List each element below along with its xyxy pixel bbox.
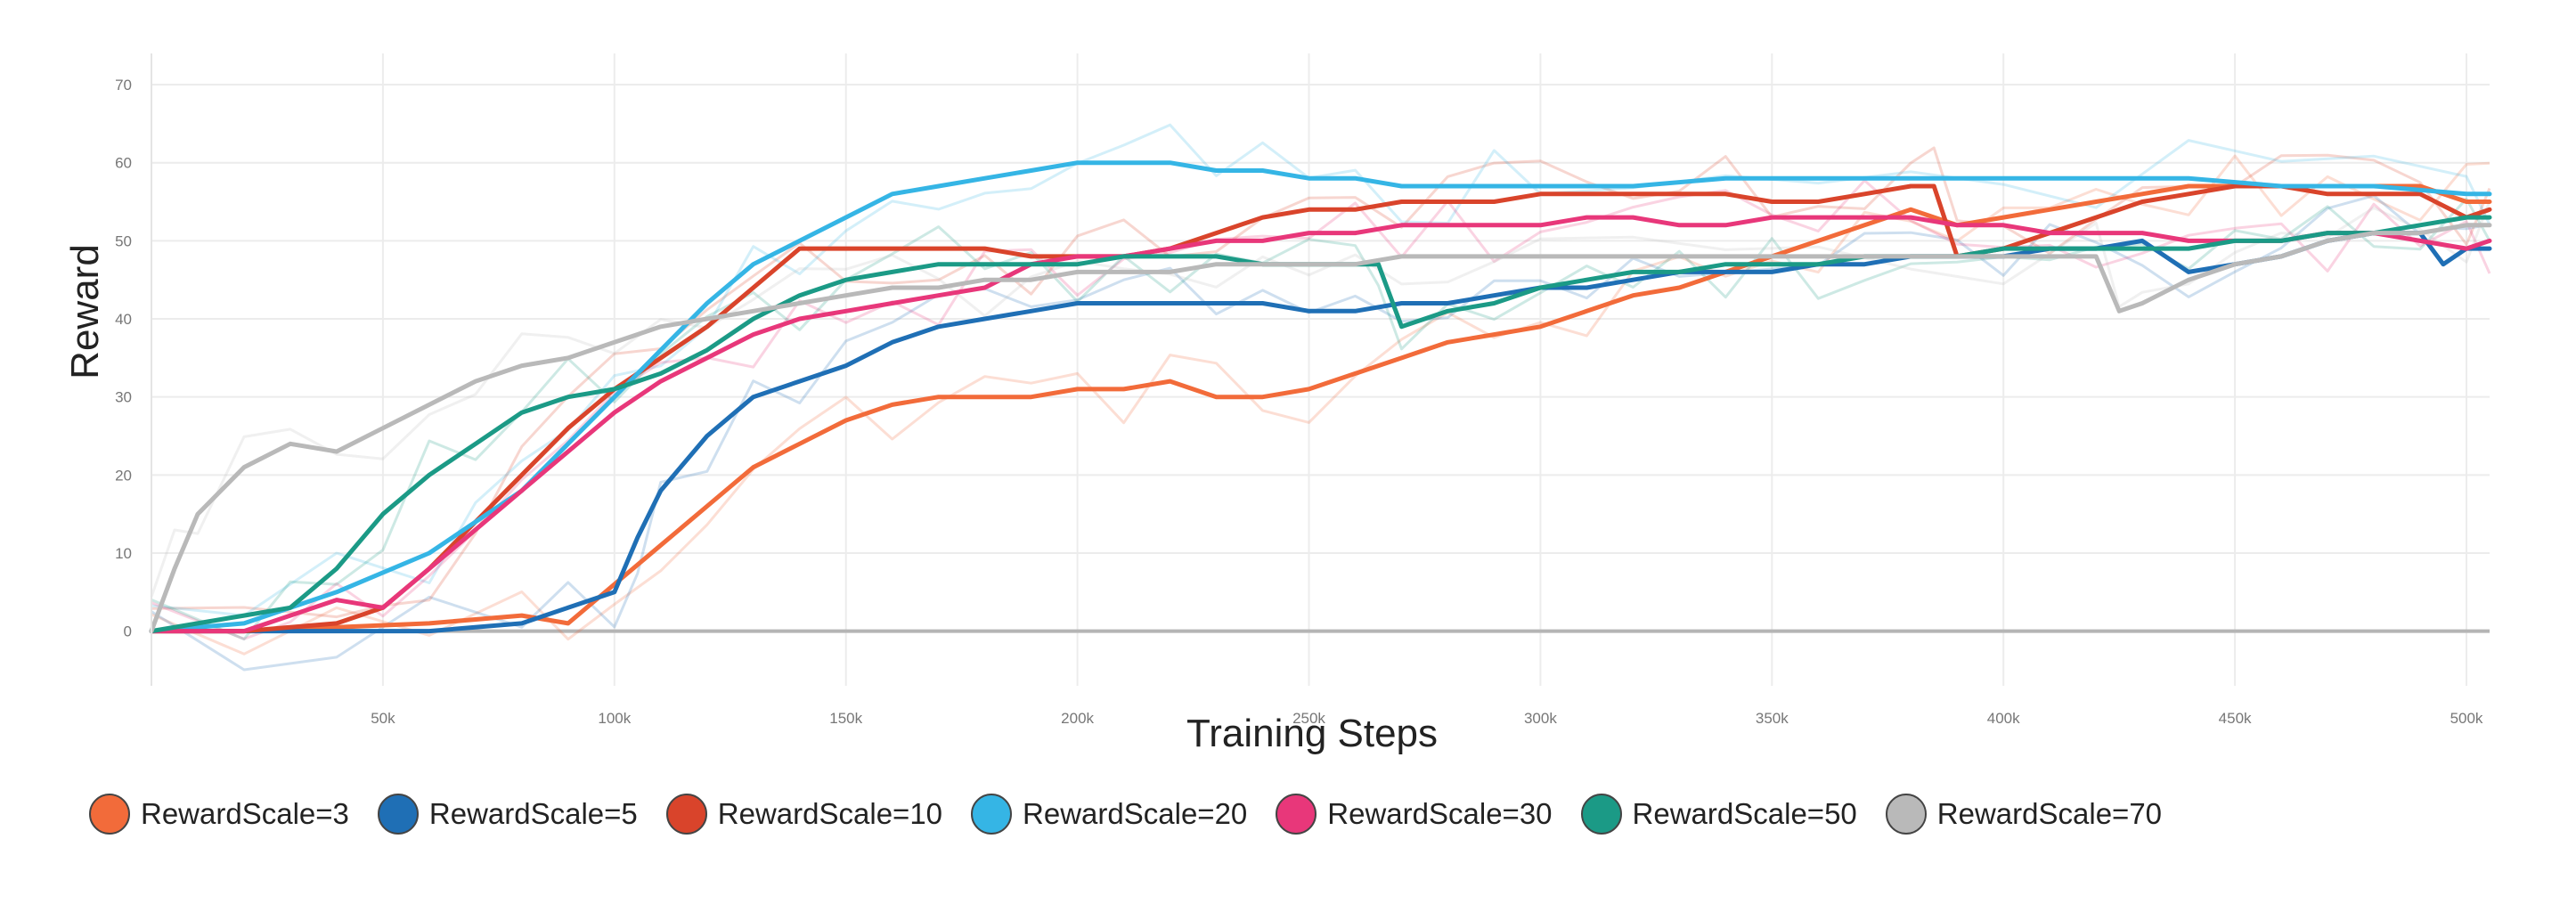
legend-swatch <box>1580 794 1622 835</box>
series-line[interactable] <box>149 215 2492 634</box>
grid <box>151 53 2490 686</box>
legend-item[interactable]: RewardScale=10 <box>665 794 943 835</box>
series-line[interactable] <box>149 215 2492 634</box>
series-raw-line <box>150 200 2491 598</box>
x-axis-label: Training Steps <box>1186 712 1438 755</box>
legend-swatch <box>89 794 130 835</box>
x-tick-label: 400k <box>1987 710 2020 727</box>
x-tick-label: 150k <box>829 710 862 727</box>
x-tick-label: 500k <box>2450 710 2483 727</box>
y-tick-label: 30 <box>115 389 132 406</box>
y-tick-label: 0 <box>124 623 132 640</box>
series-raw-line <box>151 154 2490 656</box>
y-tick-label: 70 <box>115 77 132 94</box>
legend-swatch <box>971 794 1013 835</box>
legend-item[interactable]: RewardScale=70 <box>1885 794 2163 835</box>
legend-item[interactable]: RewardScale=5 <box>377 794 638 835</box>
series-line[interactable] <box>149 223 2492 634</box>
legend-label: RewardScale=50 <box>1632 797 1857 830</box>
y-axis-label: Reward <box>63 244 107 379</box>
legend-label: RewardScale=5 <box>428 797 638 830</box>
x-tick-label: 350k <box>1756 710 1789 727</box>
legend-item[interactable]: RewardScale=30 <box>1276 794 1553 835</box>
legend-swatch <box>1885 794 1927 835</box>
axes: 50k 100k 150k 200k 250k 300k 350k 400k 450k 500k 0… <box>115 53 2483 727</box>
y-tick-label: 20 <box>115 467 132 484</box>
x-tick-label: 100k <box>598 710 631 727</box>
series-line[interactable] <box>149 231 2492 634</box>
x-tick-label: 450k <box>2219 710 2252 727</box>
legend-swatch <box>377 794 419 835</box>
legend-item[interactable]: RewardScale=50 <box>1580 794 1857 835</box>
legend-label: RewardScale=3 <box>141 797 349 830</box>
y-tick-label: 40 <box>115 311 132 328</box>
legend: RewardScale=3 RewardScale=5 RewardScale=10… <box>89 784 2178 844</box>
series-line[interactable] <box>149 160 2492 634</box>
series-line[interactable] <box>149 183 2492 634</box>
y-tick-label: 60 <box>115 155 132 172</box>
legend-label: RewardScale=30 <box>1327 797 1553 830</box>
x-tick-label: 300k <box>1524 710 1557 727</box>
x-tick-label: 250k <box>1292 710 1325 727</box>
legend-swatch <box>665 794 707 835</box>
legend-item[interactable]: RewardScale=20 <box>971 794 1247 835</box>
legend-swatch <box>1276 794 1317 835</box>
series-raw-line <box>151 146 2491 619</box>
x-tick-label: 200k <box>1061 710 1094 727</box>
legend-label: RewardScale=10 <box>717 797 943 830</box>
series-layer <box>149 160 2492 634</box>
legend-label: RewardScale=20 <box>1023 797 1248 830</box>
x-tick-label: 50k <box>371 710 395 727</box>
y-tick-label: 50 <box>115 232 132 249</box>
legend-item[interactable]: RewardScale=3 <box>89 794 349 835</box>
series-raw-line <box>151 179 2491 640</box>
legend-label: RewardScale=70 <box>1936 797 2163 830</box>
y-tick-label: 10 <box>115 545 132 562</box>
